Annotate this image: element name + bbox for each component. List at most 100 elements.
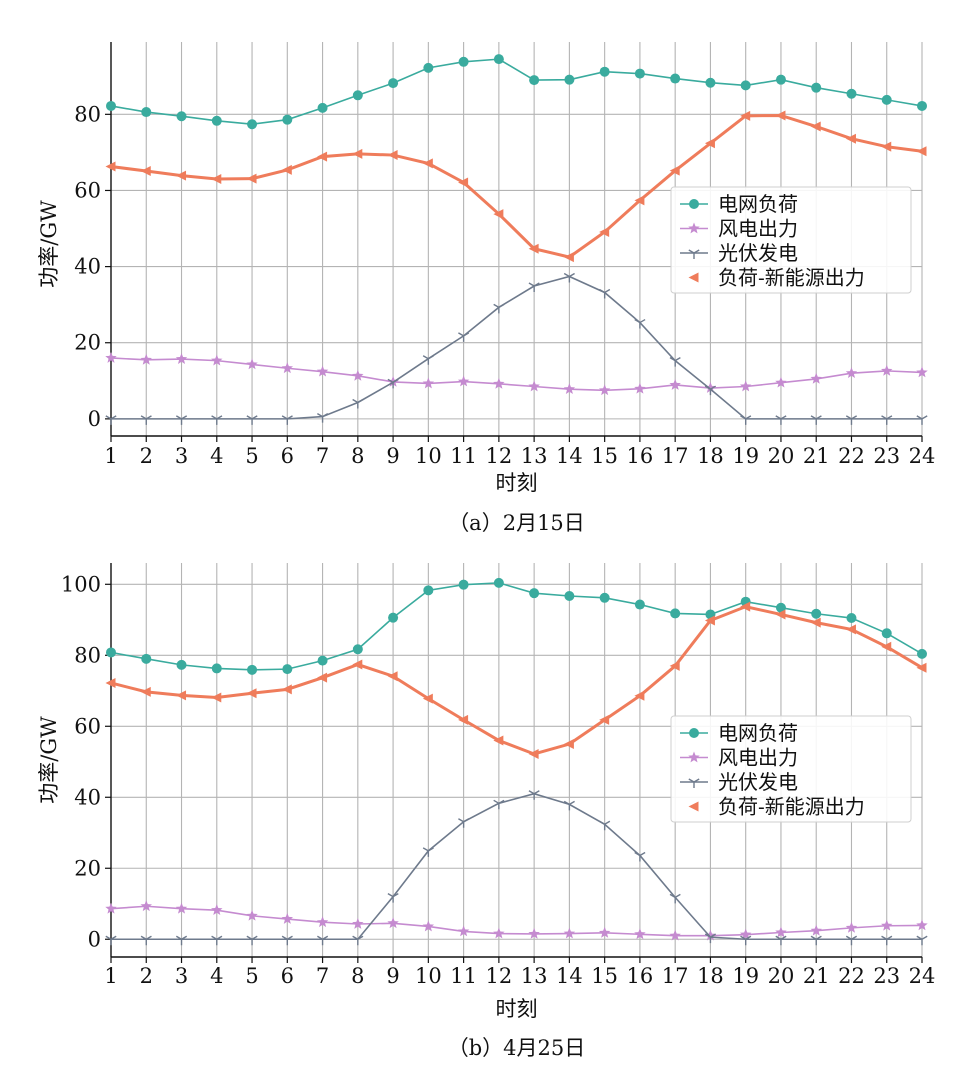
data-point bbox=[388, 612, 399, 623]
x-tick-label: 23 bbox=[873, 444, 900, 468]
data-point bbox=[493, 927, 505, 939]
x-tick-label: 17 bbox=[662, 964, 689, 988]
x-tick-label: 1 bbox=[104, 444, 117, 468]
data-point bbox=[775, 376, 787, 388]
y-tick-label: 80 bbox=[74, 102, 101, 126]
data-point bbox=[845, 921, 858, 933]
x-tick-label: 15 bbox=[591, 444, 618, 468]
data-point bbox=[704, 615, 715, 626]
data-point bbox=[176, 690, 187, 701]
series-line bbox=[110, 113, 923, 259]
data-point bbox=[105, 161, 116, 172]
data-point bbox=[457, 925, 470, 937]
x-tick-label: 20 bbox=[768, 444, 795, 468]
data-point bbox=[423, 62, 434, 73]
data-point bbox=[634, 68, 645, 79]
data-point bbox=[422, 377, 435, 389]
data-point bbox=[422, 355, 434, 365]
data-point bbox=[105, 351, 117, 363]
x-tick-label: 3 bbox=[175, 444, 188, 468]
y-tick-label: 40 bbox=[74, 785, 101, 809]
data-point bbox=[175, 935, 188, 946]
legend-label: 风电出力 bbox=[718, 217, 798, 241]
series-line bbox=[110, 582, 923, 671]
data-point bbox=[493, 209, 504, 220]
x-tick-label: 4 bbox=[210, 964, 223, 988]
data-point bbox=[634, 382, 646, 394]
data-point bbox=[917, 100, 927, 111]
x-tick-label: 23 bbox=[873, 964, 900, 988]
data-point bbox=[669, 357, 681, 367]
data-point bbox=[458, 714, 469, 725]
data-point bbox=[422, 693, 433, 704]
data-point bbox=[422, 920, 435, 932]
data-point bbox=[493, 54, 504, 65]
data-point bbox=[599, 66, 610, 77]
data-point bbox=[281, 415, 293, 425]
data-point bbox=[810, 415, 822, 425]
data-point bbox=[563, 927, 576, 939]
x-tick-label: 12 bbox=[486, 964, 513, 988]
data-point bbox=[704, 929, 717, 941]
legend-marker bbox=[688, 249, 700, 259]
data-point bbox=[352, 369, 364, 381]
data-point bbox=[670, 73, 681, 84]
data-point bbox=[669, 378, 681, 390]
data-point bbox=[493, 303, 505, 314]
data-point bbox=[105, 902, 117, 914]
x-tick-label: 15 bbox=[591, 964, 618, 988]
data-point bbox=[528, 927, 540, 939]
data-point bbox=[669, 660, 680, 671]
x-tick-label: 9 bbox=[386, 444, 399, 468]
x-tick-label: 19 bbox=[732, 964, 759, 988]
data-point bbox=[140, 935, 152, 946]
data-point bbox=[881, 641, 892, 652]
data-point bbox=[845, 367, 858, 379]
data-point bbox=[528, 790, 540, 800]
data-point bbox=[528, 282, 540, 293]
data-point bbox=[247, 119, 258, 130]
data-point bbox=[176, 659, 187, 670]
data-point bbox=[246, 909, 258, 921]
x-tick-label: 8 bbox=[351, 964, 364, 988]
legend-label: 负荷-新能源出力 bbox=[718, 795, 865, 819]
data-point bbox=[563, 739, 574, 750]
data-point bbox=[176, 111, 187, 122]
y-tick-label: 80 bbox=[74, 643, 101, 667]
data-point bbox=[775, 935, 787, 946]
data-point bbox=[176, 170, 187, 181]
data-point bbox=[740, 80, 751, 91]
x-tick-label: 17 bbox=[662, 444, 689, 468]
data-point bbox=[211, 174, 222, 185]
legend-marker bbox=[688, 751, 700, 763]
legend-label: 电网负荷 bbox=[718, 192, 798, 216]
data-point bbox=[175, 415, 188, 425]
y-tick-label: 0 bbox=[88, 927, 101, 951]
data-point bbox=[599, 288, 611, 299]
data-point bbox=[704, 382, 717, 393]
data-point bbox=[423, 585, 434, 596]
data-point bbox=[669, 165, 680, 176]
data-point bbox=[775, 609, 786, 620]
x-tick-label: 13 bbox=[521, 964, 548, 988]
data-point bbox=[775, 415, 787, 425]
legend-label: 电网负荷 bbox=[718, 721, 798, 745]
data-point bbox=[387, 378, 399, 389]
data-point bbox=[599, 226, 610, 237]
x-tick-label: 24 bbox=[909, 444, 936, 468]
y-tick-label: 60 bbox=[74, 714, 101, 738]
chart-caption: （b）4月25日 bbox=[448, 1036, 586, 1060]
data-point bbox=[881, 364, 893, 376]
data-point bbox=[740, 601, 751, 612]
data-point bbox=[493, 799, 505, 810]
data-point bbox=[598, 926, 611, 938]
data-point bbox=[387, 917, 399, 929]
data-point bbox=[388, 78, 399, 89]
data-point bbox=[739, 928, 752, 940]
data-point bbox=[211, 663, 222, 674]
data-point bbox=[599, 592, 610, 603]
x-tick-label: 16 bbox=[627, 964, 654, 988]
x-tick-label: 1 bbox=[104, 964, 117, 988]
